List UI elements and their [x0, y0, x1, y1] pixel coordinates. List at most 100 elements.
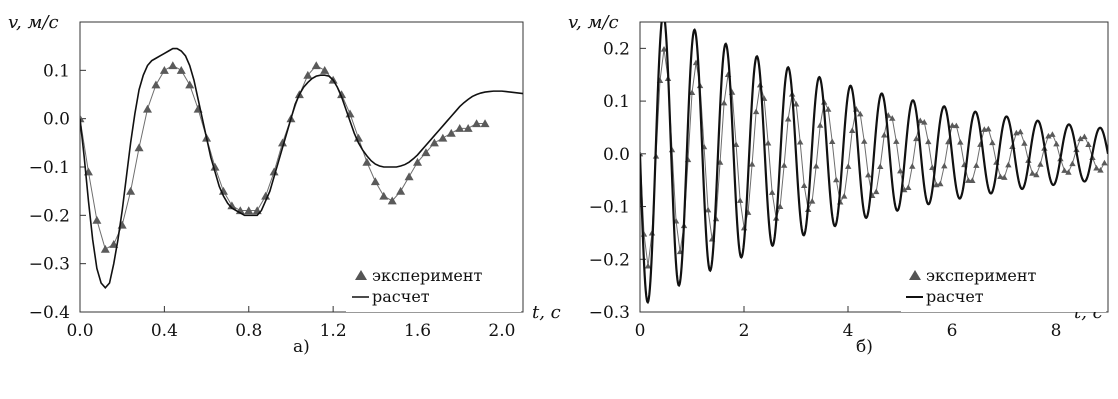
data-point-experiment [925, 138, 932, 145]
data-point-experiment [1045, 132, 1052, 139]
legend-label-experiment-a: эксперимент [372, 266, 483, 285]
panel-a-y-ticks: 0.1 0.0 −0.1 −0.2 −0.3 −0.4 [29, 61, 86, 323]
x-tick-label: 1.2 [320, 321, 347, 341]
series-line-experiment [80, 64, 486, 250]
data-point-experiment [100, 244, 110, 253]
series-line-calc [80, 47, 523, 290]
data-point-experiment [1029, 170, 1036, 176]
y-tick-label: 0.1 [43, 61, 70, 81]
data-point-experiment [1097, 166, 1104, 173]
data-point-experiment [387, 196, 397, 205]
data-point-experiment [877, 163, 884, 169]
data-point-experiment [824, 106, 832, 112]
data-point-experiment [796, 138, 804, 145]
data-point-experiment [1077, 135, 1084, 142]
x-tick-label: 0 [635, 321, 646, 341]
data-point-experiment [1101, 159, 1108, 166]
data-point-experiment [337, 90, 347, 99]
data-point-experiment [881, 131, 888, 138]
data-point-experiment [841, 193, 848, 199]
data-point-experiment [1069, 160, 1076, 167]
data-point-experiment [949, 122, 956, 128]
data-point-experiment [421, 148, 431, 157]
data-point-experiment [941, 162, 948, 169]
data-point-experiment [429, 138, 439, 147]
data-point-experiment [921, 119, 928, 125]
data-point-experiment [1049, 131, 1056, 137]
data-point-experiment [849, 127, 856, 134]
x-tick-label: 0.4 [151, 321, 178, 341]
y-tick-label: −0.1 [589, 198, 630, 218]
data-point-experiment [126, 186, 136, 195]
data-point-experiment [151, 80, 161, 89]
data-point-experiment [455, 124, 465, 132]
data-point-experiment [480, 119, 490, 128]
data-point-experiment [1001, 174, 1008, 180]
data-point-experiment [748, 160, 756, 167]
y-tick-label: −0.2 [29, 206, 70, 226]
data-point-experiment [227, 201, 237, 210]
data-point-experiment [1037, 161, 1044, 167]
panel-a-label: а) [293, 337, 310, 357]
data-point-experiment [1005, 161, 1012, 168]
data-point-experiment [660, 46, 668, 52]
panel-b-y-ticks: 0.2 0.1 0.0 −0.1 −0.2 −0.3 [589, 39, 646, 323]
x-tick-label: 4 [843, 321, 854, 341]
chart-panel-a: v, м/с 0.1 0.0 −0.1 −0.2 −0.3 −0.4 0.0 0.4 0.8 1… [8, 12, 561, 357]
data-point-experiment [792, 100, 800, 107]
data-point-experiment [168, 61, 178, 70]
y-tick-label: 0.2 [603, 39, 630, 59]
x-tick-label: 2.0 [488, 321, 515, 341]
data-point-experiment [816, 122, 824, 128]
legend-label-experiment-b: эксперимент [926, 266, 1037, 285]
data-point-experiment [109, 240, 119, 248]
data-point-experiment [1081, 133, 1088, 140]
data-point-experiment [1053, 140, 1060, 147]
data-point-experiment [720, 99, 728, 106]
panel-b-label: б) [856, 337, 873, 357]
data-point-experiment [857, 110, 864, 117]
data-point-experiment [969, 177, 976, 183]
data-point-experiment [176, 66, 186, 74]
data-point-experiment [776, 203, 784, 209]
data-point-experiment [833, 176, 840, 183]
data-point-experiment [800, 182, 808, 189]
panel-a-series [80, 47, 523, 290]
data-point-experiment [1061, 167, 1068, 173]
data-point-experiment [780, 162, 788, 168]
data-point-experiment [937, 180, 944, 187]
legend-box [346, 266, 521, 312]
data-point-experiment [905, 184, 912, 191]
data-point-experiment [957, 138, 964, 145]
legend-label-calc-b: расчет [926, 287, 984, 306]
y-tick-label: −0.4 [29, 303, 70, 323]
data-point-experiment [413, 157, 423, 166]
data-point-experiment [752, 108, 760, 115]
data-point-experiment [269, 167, 279, 176]
y-tick-label: −0.3 [589, 303, 630, 323]
x-tick-label: 0.0 [66, 321, 93, 341]
data-point-experiment [768, 189, 776, 195]
data-point-experiment [704, 206, 712, 213]
data-point-experiment [362, 157, 372, 166]
data-point-experiment [897, 167, 904, 174]
data-point-experiment [644, 262, 652, 269]
data-point-experiment [438, 133, 448, 142]
data-point-experiment [812, 162, 820, 169]
data-point-experiment [311, 61, 321, 70]
data-point-experiment [828, 138, 836, 144]
y-tick-label: 0.0 [43, 110, 70, 130]
x-tick-label: 1.6 [404, 321, 431, 341]
data-point-experiment [1021, 140, 1028, 146]
data-point-experiment [1085, 141, 1092, 148]
data-point-experiment [997, 173, 1004, 180]
x-tick-label: 8 [1051, 321, 1062, 341]
data-point-experiment [472, 119, 482, 128]
y-tick-label: 0.1 [603, 92, 630, 112]
data-point-experiment [92, 215, 102, 224]
data-point-experiment [134, 143, 144, 152]
data-point-experiment [278, 138, 288, 147]
legend-marker-experiment-b [909, 270, 921, 280]
